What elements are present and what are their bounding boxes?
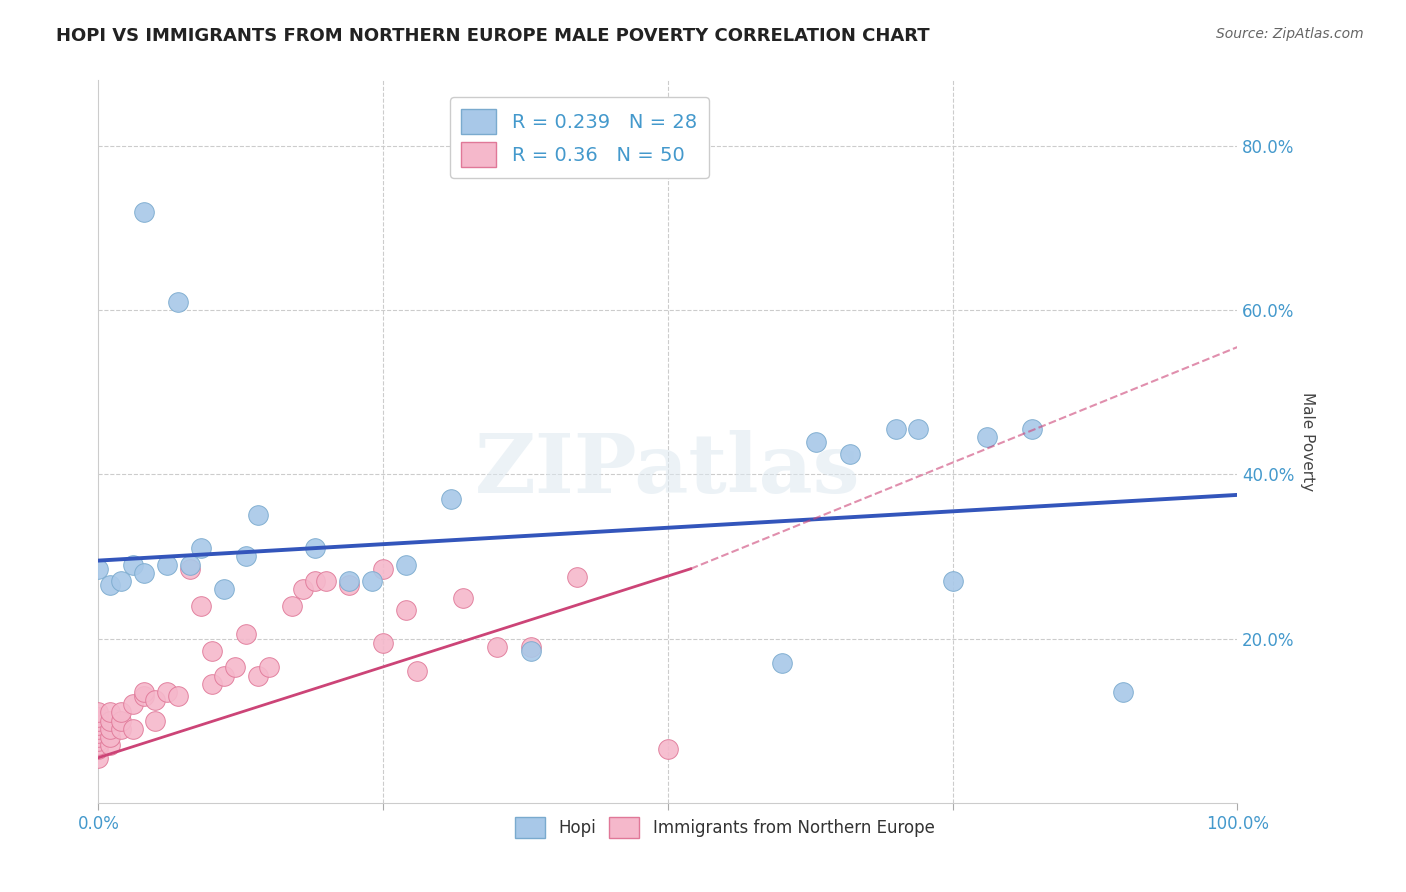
Text: ZIPatlas: ZIPatlas [475, 431, 860, 510]
Point [246, 508, 269, 523]
Point [145, 693, 167, 707]
Point [395, 603, 418, 617]
Point [884, 422, 907, 436]
Point [337, 578, 360, 592]
Point [87, 742, 110, 756]
Point [132, 685, 155, 699]
Point [98, 578, 121, 592]
Point [145, 714, 167, 728]
Point [156, 685, 179, 699]
Point [315, 574, 337, 588]
Point [212, 668, 235, 682]
Point [395, 558, 418, 572]
Point [657, 742, 679, 756]
Point [451, 591, 474, 605]
Point [224, 660, 246, 674]
Point [246, 668, 269, 682]
Point [304, 574, 326, 588]
Point [121, 558, 143, 572]
Point [98, 739, 121, 753]
Point [976, 430, 998, 444]
Point [87, 706, 110, 720]
Point [87, 718, 110, 732]
Point [235, 627, 257, 641]
Point [110, 574, 132, 588]
Point [371, 562, 394, 576]
Text: Source: ZipAtlas.com: Source: ZipAtlas.com [1216, 27, 1364, 41]
Point [98, 714, 121, 728]
Point [98, 722, 121, 736]
Point [212, 582, 235, 597]
Point [87, 722, 110, 736]
Legend: Hopi, Immigrants from Northern Europe: Hopi, Immigrants from Northern Europe [509, 810, 941, 845]
Point [201, 644, 224, 658]
Point [235, 549, 257, 564]
Point [110, 706, 132, 720]
Point [132, 566, 155, 580]
Point [371, 636, 394, 650]
Point [87, 739, 110, 753]
Point [190, 541, 212, 556]
Point [87, 709, 110, 723]
Point [292, 582, 315, 597]
Point [520, 644, 543, 658]
Point [98, 730, 121, 744]
Point [201, 677, 224, 691]
Y-axis label: Male Poverty: Male Poverty [1301, 392, 1316, 491]
Point [179, 558, 201, 572]
Point [167, 689, 190, 703]
Point [770, 657, 793, 671]
Point [156, 558, 179, 572]
Point [804, 434, 827, 449]
Point [110, 714, 132, 728]
Point [406, 665, 429, 679]
Point [1112, 685, 1135, 699]
Point [87, 726, 110, 740]
Point [565, 570, 588, 584]
Point [87, 562, 110, 576]
Point [907, 422, 929, 436]
Point [179, 562, 201, 576]
Point [110, 722, 132, 736]
Point [520, 640, 543, 654]
Point [281, 599, 304, 613]
Point [87, 750, 110, 764]
Point [360, 574, 382, 588]
Point [132, 689, 155, 703]
Point [942, 574, 965, 588]
Point [1021, 422, 1043, 436]
Point [167, 295, 190, 310]
Point [121, 722, 143, 736]
Point [486, 640, 509, 654]
Point [337, 574, 360, 588]
Point [98, 706, 121, 720]
Point [87, 730, 110, 744]
Point [190, 599, 212, 613]
Point [121, 698, 143, 712]
Point [87, 734, 110, 748]
Point [132, 204, 155, 219]
Point [839, 447, 862, 461]
Point [440, 491, 463, 506]
Point [87, 714, 110, 728]
Point [259, 660, 281, 674]
Text: HOPI VS IMMIGRANTS FROM NORTHERN EUROPE MALE POVERTY CORRELATION CHART: HOPI VS IMMIGRANTS FROM NORTHERN EUROPE … [56, 27, 929, 45]
Point [304, 541, 326, 556]
